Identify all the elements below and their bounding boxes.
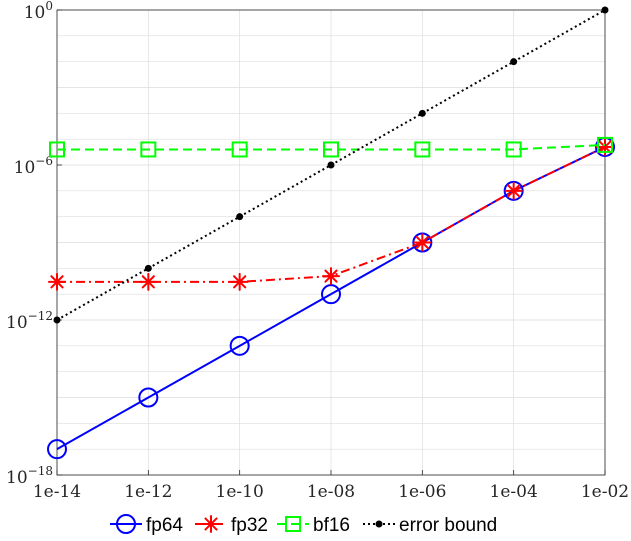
- data-point-fp32: [322, 267, 340, 286]
- legend-label-bf16: bf16: [313, 515, 350, 536]
- series-error-bound: [53, 6, 609, 324]
- data-point-fp32: [48, 272, 66, 291]
- x-tick-label: 1e-12: [124, 482, 172, 502]
- data-point-fp32: [139, 272, 158, 291]
- data-point-bf16: [505, 141, 522, 158]
- x-axis: 1e-14 1e-12 1e-10 1e-08 1e-06 1e-04 1e-02: [33, 470, 629, 502]
- x-tick-label: 1e-08: [307, 482, 355, 502]
- legend-label-fp64: fp64: [146, 515, 183, 536]
- y-tick-label: 10−12: [6, 309, 53, 333]
- data-point-error-bound: [144, 264, 152, 272]
- data-point-error-bound: [327, 161, 335, 169]
- y-tick-label: 10−6: [14, 154, 53, 178]
- grid: [56, 9, 606, 476]
- legend-marker-bf16: [285, 516, 301, 532]
- data-point-fp32: [230, 272, 249, 291]
- data-point-bf16: [323, 141, 339, 158]
- x-tick-label: 1e-04: [490, 482, 538, 502]
- x-tick-label: 1e-14: [33, 482, 81, 502]
- data-point-fp64: [47, 439, 67, 460]
- data-point-fp32: [504, 181, 523, 200]
- legend: fp64 fp32 bf16 error bound: [110, 514, 497, 536]
- data-point-fp32: [413, 233, 432, 252]
- legend-entry-bf16: bf16: [277, 515, 350, 536]
- legend-label-error-bound: error bound: [399, 515, 497, 536]
- data-point-bf16: [414, 141, 431, 158]
- data-point-fp64: [138, 387, 159, 408]
- data-point-fp64: [229, 335, 250, 356]
- data-point-error-bound: [53, 316, 61, 324]
- data-point-error-bound: [510, 58, 518, 66]
- y-tick-label: 100: [24, 0, 53, 23]
- data-point-error-bound: [418, 109, 426, 117]
- series-layer: [47, 6, 615, 460]
- legend-marker-error-bound: [375, 520, 383, 528]
- x-tick-label: 1e-10: [216, 482, 264, 502]
- legend-label-fp32: fp32: [231, 515, 268, 536]
- legend-marker-fp32: [202, 515, 220, 533]
- series-bf16: [49, 136, 613, 158]
- data-point-bf16: [140, 141, 157, 158]
- data-point-bf16: [597, 136, 613, 153]
- legend-marker-fp64: [116, 514, 136, 534]
- data-point-fp32: [596, 137, 614, 156]
- legend-entry-error-bound: error bound: [363, 515, 497, 536]
- data-point-error-bound: [601, 6, 609, 14]
- series-line-bf16: [57, 143, 606, 151]
- x-tick-label: 1e-06: [398, 482, 446, 502]
- data-point-error-bound: [236, 213, 244, 221]
- x-tick-label: 1e-02: [581, 482, 629, 502]
- y-tick-label: 10−18: [6, 464, 53, 488]
- legend-entry-fp32: fp32: [195, 515, 268, 536]
- y-axis: 100 10−6 10−12 10−18: [6, 0, 62, 488]
- legend-entry-fp64: fp64: [110, 514, 183, 536]
- data-point-bf16: [231, 141, 248, 158]
- data-point-bf16: [49, 141, 65, 158]
- data-point-fp64: [321, 284, 341, 305]
- series-fp32: [48, 137, 614, 291]
